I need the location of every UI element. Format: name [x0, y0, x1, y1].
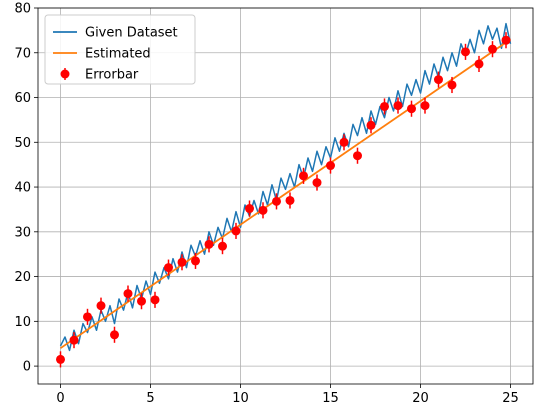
errorbar-point — [204, 239, 214, 249]
y-tick-label: 30 — [14, 225, 31, 240]
estimated-line — [59, 38, 512, 349]
errorbar-point — [474, 59, 484, 69]
errorbar-point — [461, 47, 470, 57]
legend-label: Estimated — [85, 47, 151, 62]
x-tick-label: 5 — [146, 391, 154, 406]
errorbar-point — [447, 80, 457, 90]
legend-box — [44, 14, 196, 85]
grid — [38, 7, 533, 384]
y-tick-label: 50 — [14, 136, 31, 151]
errorbar-point — [272, 196, 281, 206]
y-tick-label: 60 — [14, 91, 31, 106]
errorbar-point — [110, 330, 119, 340]
errorbar-point — [326, 161, 335, 171]
errorbar-point — [56, 354, 65, 364]
errorbar-point — [96, 301, 106, 311]
x-tick-label: 10 — [232, 391, 249, 406]
y-tick-label: 20 — [14, 270, 31, 285]
errorbar-point — [164, 263, 173, 273]
errorbar-point — [393, 101, 403, 111]
legend-label: Given Dataset — [85, 26, 178, 41]
errorbar-point — [123, 289, 133, 299]
errorbar-point — [299, 171, 308, 181]
errorbar-point — [285, 195, 295, 205]
errorbar-point — [83, 312, 92, 322]
legend-label: Errorbar — [85, 68, 139, 83]
errorbar-point — [177, 257, 187, 267]
errorbar-point — [150, 295, 160, 305]
x-tick-label: 25 — [502, 391, 519, 406]
errorbar-point — [245, 204, 254, 214]
errorbar-point — [191, 256, 200, 266]
errorbar-point — [501, 35, 511, 45]
y-tick-label: 10 — [14, 315, 31, 330]
legend: Given Dataset Estimated Errorbar — [44, 14, 196, 85]
axes: 0 5 10 15 20 25 0 10 20 30 40 50 60 70 80 — [14, 2, 534, 406]
errorbar-point — [69, 335, 79, 345]
errorbar-point — [353, 151, 362, 161]
x-tick-label: 20 — [412, 391, 429, 406]
errorbar-point — [366, 120, 376, 130]
plot-area — [56, 22, 512, 368]
errorbar-point — [312, 178, 322, 188]
y-tick-label: 70 — [14, 46, 31, 61]
errorbar-point — [380, 101, 389, 111]
errorbar-point — [434, 75, 443, 85]
axes-frame — [37, 7, 534, 385]
given-dataset-line — [59, 22, 512, 352]
errorbar-point — [258, 205, 268, 215]
errorbar-point — [420, 101, 430, 111]
legend-swatch — [60, 69, 70, 79]
y-tick-label: 80 — [14, 2, 31, 17]
errorbar-point — [137, 296, 146, 306]
y-tick-label: 40 — [14, 181, 31, 196]
errorbar-point — [339, 137, 349, 147]
errorbar-point — [407, 104, 416, 114]
x-tick-label: 0 — [56, 391, 64, 406]
errorbar-point — [218, 241, 227, 251]
x-tick-label: 15 — [322, 391, 339, 406]
y-tick-label: 0 — [23, 360, 31, 375]
errorbar-point — [231, 226, 241, 236]
errorbar-point — [488, 44, 497, 54]
